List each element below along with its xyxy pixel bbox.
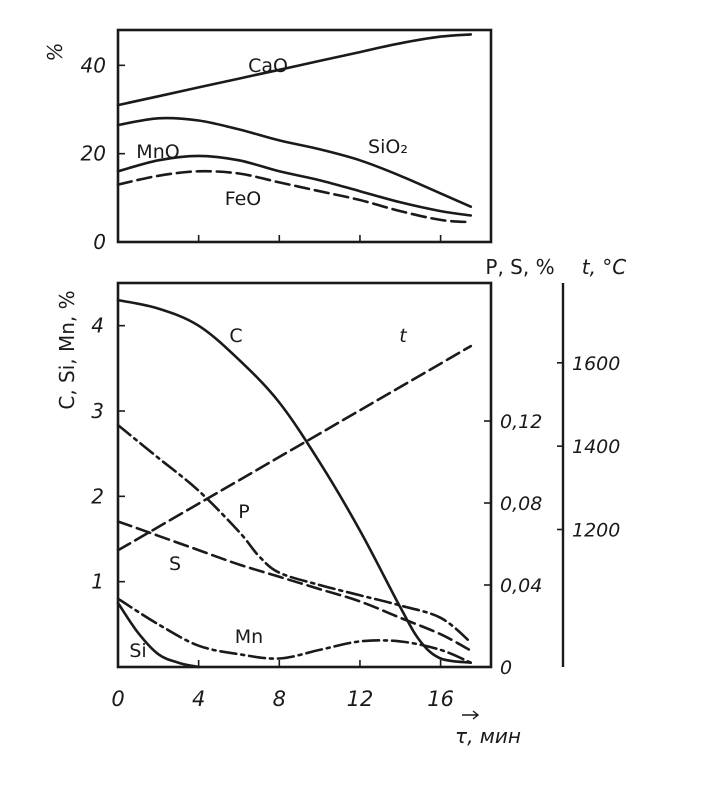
x-axis-label: τ, мин xyxy=(455,724,521,748)
right-y-tick-label: 0,08 xyxy=(500,493,542,515)
series-line-2 xyxy=(116,154,473,217)
temperature-tick-label: 1200 xyxy=(572,519,620,541)
left-y-tick-label: 4 xyxy=(91,314,104,338)
bottom-y-axis-label: C, Si, Mn, % xyxy=(55,290,79,409)
x-tick-label: 4 xyxy=(192,687,205,711)
x-axis-arrow xyxy=(462,710,480,720)
x-tick-label: 8 xyxy=(273,687,286,711)
top-y-tick-label: 40 xyxy=(81,53,106,77)
series-line-1 xyxy=(116,116,473,208)
right-y-tick-label: 0,12 xyxy=(500,411,542,433)
top-series-label: SiO₂ xyxy=(368,136,408,158)
series-line-5 xyxy=(116,344,473,552)
bottom-series-label: P xyxy=(238,501,249,523)
top-y-axis-label: % xyxy=(43,42,67,61)
bottom-series-label: C xyxy=(229,325,242,347)
series-line-1 xyxy=(116,601,200,669)
top-axes: 0 20 40 xyxy=(81,53,442,254)
series-line-4 xyxy=(116,520,473,652)
bottom-series-label: S xyxy=(169,553,181,575)
series-line-2 xyxy=(116,597,473,664)
bottom-panel-frame xyxy=(116,281,493,669)
right-y-axis-label: P, S, % xyxy=(485,255,554,279)
series-line-3 xyxy=(116,169,473,224)
top-series-group: CaO SiO₂ MnO FeO xyxy=(116,33,473,224)
top-series-label: CaO xyxy=(248,55,288,77)
x-tick-label: 12 xyxy=(347,687,374,711)
temperature-axis-label: t, °C xyxy=(582,255,627,279)
top-y-tick-label: 20 xyxy=(81,142,106,166)
bottom-series-label: Mn xyxy=(235,626,263,648)
top-series-label: MnO xyxy=(136,141,179,163)
series-line-0 xyxy=(116,298,473,664)
temperature-tick-label: 1400 xyxy=(572,436,620,458)
temperature-tick-label: 1600 xyxy=(572,353,620,375)
left-y-tick-label: 3 xyxy=(91,399,104,423)
top-panel-frame xyxy=(116,28,493,244)
left-y-tick-label: 2 xyxy=(91,484,104,508)
bottom-series-group: C Si Mn P St xyxy=(116,298,473,669)
bottom-series-label: t xyxy=(399,325,408,347)
left-y-tick-label: 1 xyxy=(91,570,104,594)
series-line-3 xyxy=(116,423,473,644)
series-line-0 xyxy=(116,33,473,107)
x-tick-label: 0 xyxy=(111,687,124,711)
x-tick-label: 16 xyxy=(427,687,454,711)
bottom-series-label: Si xyxy=(129,640,146,662)
right-y-tick-label: 0,04 xyxy=(500,575,542,597)
right-y-tick-label: 0 xyxy=(500,657,512,679)
top-y-tick-label: 0 xyxy=(93,230,106,254)
top-series-label: FeO xyxy=(225,188,262,210)
